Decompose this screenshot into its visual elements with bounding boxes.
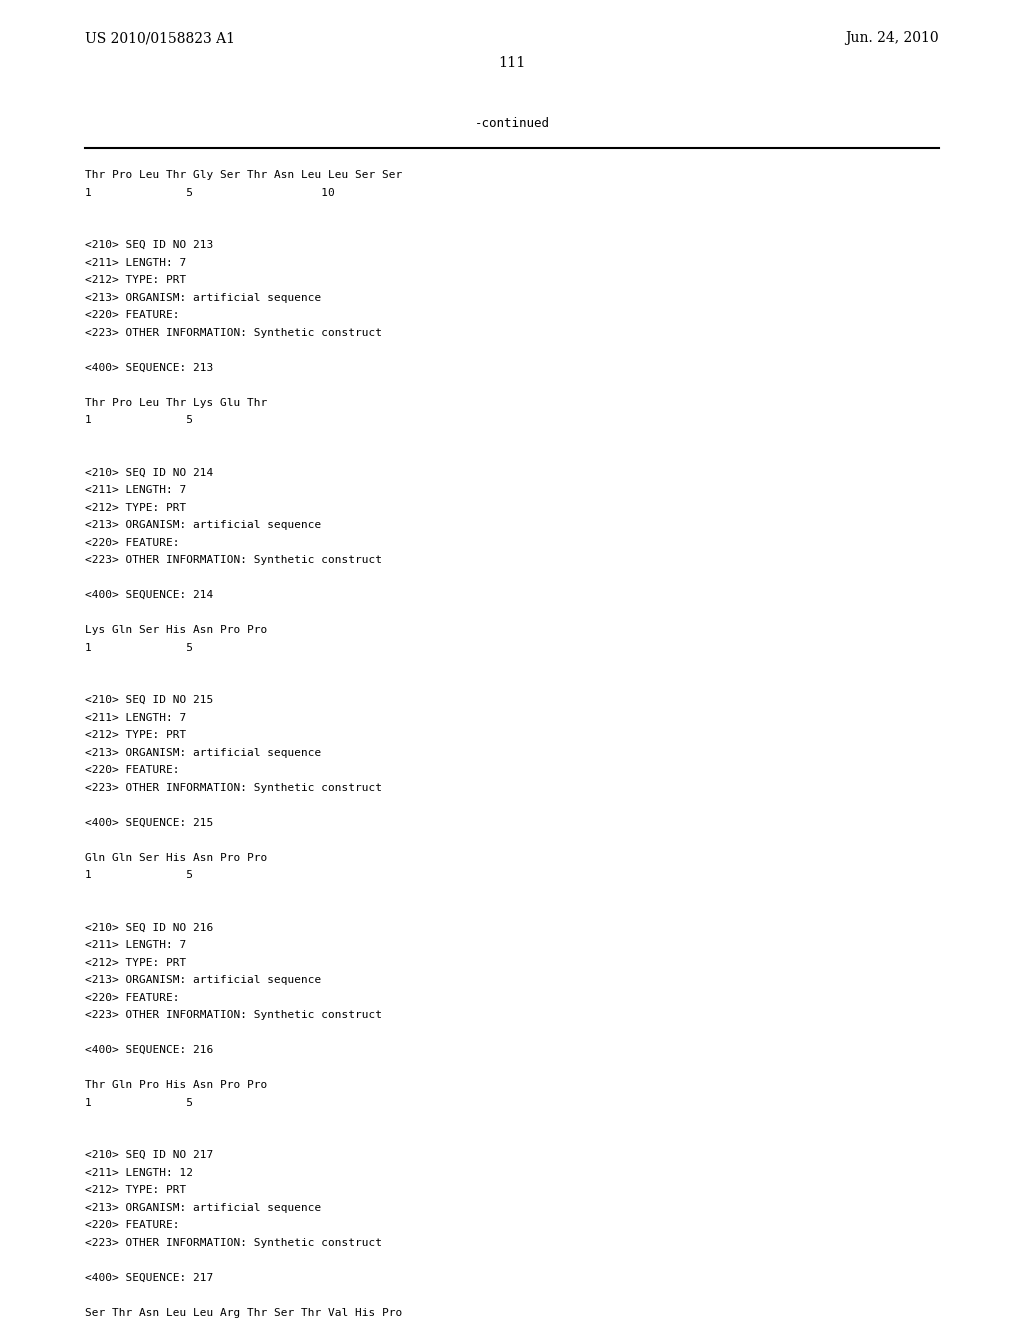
Text: <400> SEQUENCE: 215: <400> SEQUENCE: 215	[85, 817, 213, 828]
Text: <210> SEQ ID NO 215: <210> SEQ ID NO 215	[85, 696, 213, 705]
Text: <400> SEQUENCE: 217: <400> SEQUENCE: 217	[85, 1272, 213, 1283]
Text: <211> LENGTH: 7: <211> LENGTH: 7	[85, 713, 186, 722]
Text: <211> LENGTH: 7: <211> LENGTH: 7	[85, 484, 186, 495]
Text: US 2010/0158823 A1: US 2010/0158823 A1	[85, 30, 234, 45]
Text: <213> ORGANISM: artificial sequence: <213> ORGANISM: artificial sequence	[85, 1203, 322, 1213]
Text: Gln Gln Ser His Asn Pro Pro: Gln Gln Ser His Asn Pro Pro	[85, 853, 267, 862]
Text: <400> SEQUENCE: 214: <400> SEQUENCE: 214	[85, 590, 213, 601]
Text: <223> OTHER INFORMATION: Synthetic construct: <223> OTHER INFORMATION: Synthetic const…	[85, 327, 382, 338]
Text: 1              5: 1 5	[85, 870, 193, 880]
Text: -continued: -continued	[474, 117, 550, 129]
Text: <210> SEQ ID NO 216: <210> SEQ ID NO 216	[85, 923, 213, 932]
Text: Thr Pro Leu Thr Lys Glu Thr: Thr Pro Leu Thr Lys Glu Thr	[85, 397, 267, 408]
Text: <213> ORGANISM: artificial sequence: <213> ORGANISM: artificial sequence	[85, 520, 322, 531]
Text: <220> FEATURE:: <220> FEATURE:	[85, 993, 179, 1002]
Text: 1              5                   10: 1 5 10	[85, 187, 335, 198]
Text: <212> TYPE: PRT: <212> TYPE: PRT	[85, 1185, 186, 1195]
Text: <210> SEQ ID NO 217: <210> SEQ ID NO 217	[85, 1150, 213, 1160]
Text: <210> SEQ ID NO 214: <210> SEQ ID NO 214	[85, 467, 213, 478]
Text: <213> ORGANISM: artificial sequence: <213> ORGANISM: artificial sequence	[85, 747, 322, 758]
Text: <212> TYPE: PRT: <212> TYPE: PRT	[85, 275, 186, 285]
Text: 1              5: 1 5	[85, 414, 193, 425]
Text: 1              5: 1 5	[85, 1097, 193, 1107]
Text: <210> SEQ ID NO 213: <210> SEQ ID NO 213	[85, 240, 213, 249]
Text: 111: 111	[499, 55, 525, 70]
Text: <211> LENGTH: 7: <211> LENGTH: 7	[85, 940, 186, 950]
Text: <212> TYPE: PRT: <212> TYPE: PRT	[85, 503, 186, 512]
Text: Thr Pro Leu Thr Gly Ser Thr Asn Leu Leu Ser Ser: Thr Pro Leu Thr Gly Ser Thr Asn Leu Leu …	[85, 170, 402, 180]
Text: <213> ORGANISM: artificial sequence: <213> ORGANISM: artificial sequence	[85, 293, 322, 302]
Text: <211> LENGTH: 12: <211> LENGTH: 12	[85, 1167, 193, 1177]
Text: <400> SEQUENCE: 213: <400> SEQUENCE: 213	[85, 363, 213, 372]
Text: Jun. 24, 2010: Jun. 24, 2010	[846, 30, 939, 45]
Text: 1              5: 1 5	[85, 643, 193, 652]
Text: <212> TYPE: PRT: <212> TYPE: PRT	[85, 957, 186, 968]
Text: <220> FEATURE:: <220> FEATURE:	[85, 766, 179, 775]
Text: <213> ORGANISM: artificial sequence: <213> ORGANISM: artificial sequence	[85, 975, 322, 985]
Text: <223> OTHER INFORMATION: Synthetic construct: <223> OTHER INFORMATION: Synthetic const…	[85, 554, 382, 565]
Text: Thr Gln Pro His Asn Pro Pro: Thr Gln Pro His Asn Pro Pro	[85, 1080, 267, 1090]
Text: Lys Gln Ser His Asn Pro Pro: Lys Gln Ser His Asn Pro Pro	[85, 624, 267, 635]
Text: <400> SEQUENCE: 216: <400> SEQUENCE: 216	[85, 1045, 213, 1055]
Text: <223> OTHER INFORMATION: Synthetic construct: <223> OTHER INFORMATION: Synthetic const…	[85, 1010, 382, 1020]
Text: Ser Thr Asn Leu Leu Arg Thr Ser Thr Val His Pro: Ser Thr Asn Leu Leu Arg Thr Ser Thr Val …	[85, 1308, 402, 1317]
Text: <220> FEATURE:: <220> FEATURE:	[85, 1220, 179, 1230]
Text: <211> LENGTH: 7: <211> LENGTH: 7	[85, 257, 186, 268]
Text: <212> TYPE: PRT: <212> TYPE: PRT	[85, 730, 186, 741]
Text: <223> OTHER INFORMATION: Synthetic construct: <223> OTHER INFORMATION: Synthetic const…	[85, 1238, 382, 1247]
Text: <223> OTHER INFORMATION: Synthetic construct: <223> OTHER INFORMATION: Synthetic const…	[85, 783, 382, 792]
Text: <220> FEATURE:: <220> FEATURE:	[85, 310, 179, 319]
Text: <220> FEATURE:: <220> FEATURE:	[85, 537, 179, 548]
